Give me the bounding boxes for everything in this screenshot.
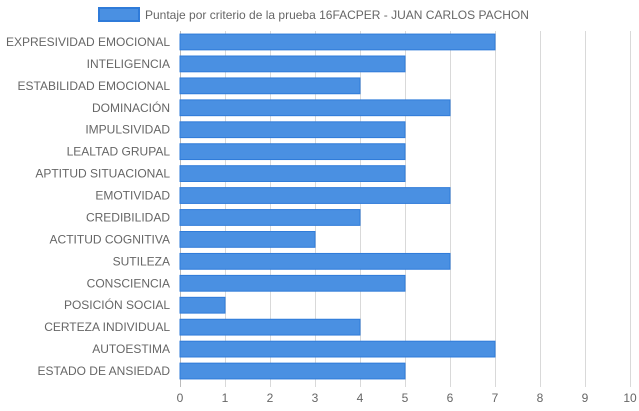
category-label: DOMINACIÓN bbox=[92, 100, 170, 115]
category-label: POSICIÓN SOCIAL bbox=[64, 297, 170, 312]
bar[interactable] bbox=[179, 209, 361, 226]
category-label: EXPRESIVIDAD EMOCIONAL bbox=[6, 35, 170, 49]
category-label: CONSCIENCIA bbox=[87, 276, 170, 290]
category-label: ACTITUD COGNITIVA bbox=[50, 232, 170, 246]
legend-swatch bbox=[98, 7, 140, 22]
bar[interactable] bbox=[179, 318, 361, 336]
bars bbox=[179, 33, 496, 380]
bar[interactable] bbox=[179, 99, 451, 117]
bar[interactable] bbox=[179, 143, 406, 161]
category-label: INTELIGENCIA bbox=[87, 57, 170, 71]
legend[interactable]: Puntaje por criterio de la prueba 16FACP… bbox=[98, 7, 529, 22]
bar[interactable] bbox=[179, 252, 451, 270]
x-tick-label: 8 bbox=[537, 391, 544, 405]
bar[interactable] bbox=[179, 231, 316, 248]
x-tick-label: 1 bbox=[222, 391, 229, 405]
bar[interactable] bbox=[179, 165, 406, 182]
bar[interactable] bbox=[179, 55, 406, 73]
category-label: CERTEZA INDIVIDUAL bbox=[44, 320, 170, 334]
legend-label: Puntaje por criterio de la prueba 16FACP… bbox=[145, 8, 529, 22]
bar[interactable] bbox=[179, 274, 406, 292]
category-label: ESTABILIDAD EMOCIONAL bbox=[18, 79, 171, 93]
x-tick-label: 5 bbox=[402, 391, 409, 405]
x-tick-label: 9 bbox=[582, 391, 589, 405]
category-label: ESTADO DE ANSIEDAD bbox=[38, 364, 171, 378]
bar[interactable] bbox=[179, 340, 496, 358]
category-labels: EXPRESIVIDAD EMOCIONAL INTELIGENCIA ESTABI… bbox=[6, 35, 170, 378]
category-label: CREDIBILIDAD bbox=[86, 210, 170, 224]
category-label: LEALTAD GRUPAL bbox=[67, 145, 171, 159]
category-label: APTITUD SITUACIONAL bbox=[35, 167, 170, 181]
bar[interactable] bbox=[179, 33, 496, 51]
category-label: SUTILEZA bbox=[113, 254, 170, 268]
bar[interactable] bbox=[179, 296, 226, 314]
bar[interactable] bbox=[179, 121, 406, 139]
bar[interactable] bbox=[179, 187, 451, 204]
x-axis-tick-labels: 0 1 2 3 4 5 6 7 8 9 10 bbox=[177, 391, 637, 405]
x-tick-label: 6 bbox=[447, 391, 454, 405]
x-tick-label: 4 bbox=[357, 391, 364, 405]
x-tick-label: 0 bbox=[177, 391, 184, 405]
category-label: IMPULSIVIDAD bbox=[85, 123, 170, 137]
x-tick-label: 7 bbox=[492, 391, 499, 405]
category-label: EMOTIVIDAD bbox=[95, 189, 170, 203]
bar[interactable] bbox=[179, 77, 361, 95]
x-tick-label: 2 bbox=[267, 391, 274, 405]
category-label: AUTOESTIMA bbox=[92, 342, 170, 356]
x-tick-label: 10 bbox=[623, 391, 637, 405]
x-tick-label: 3 bbox=[312, 391, 319, 405]
bar[interactable] bbox=[179, 362, 406, 380]
